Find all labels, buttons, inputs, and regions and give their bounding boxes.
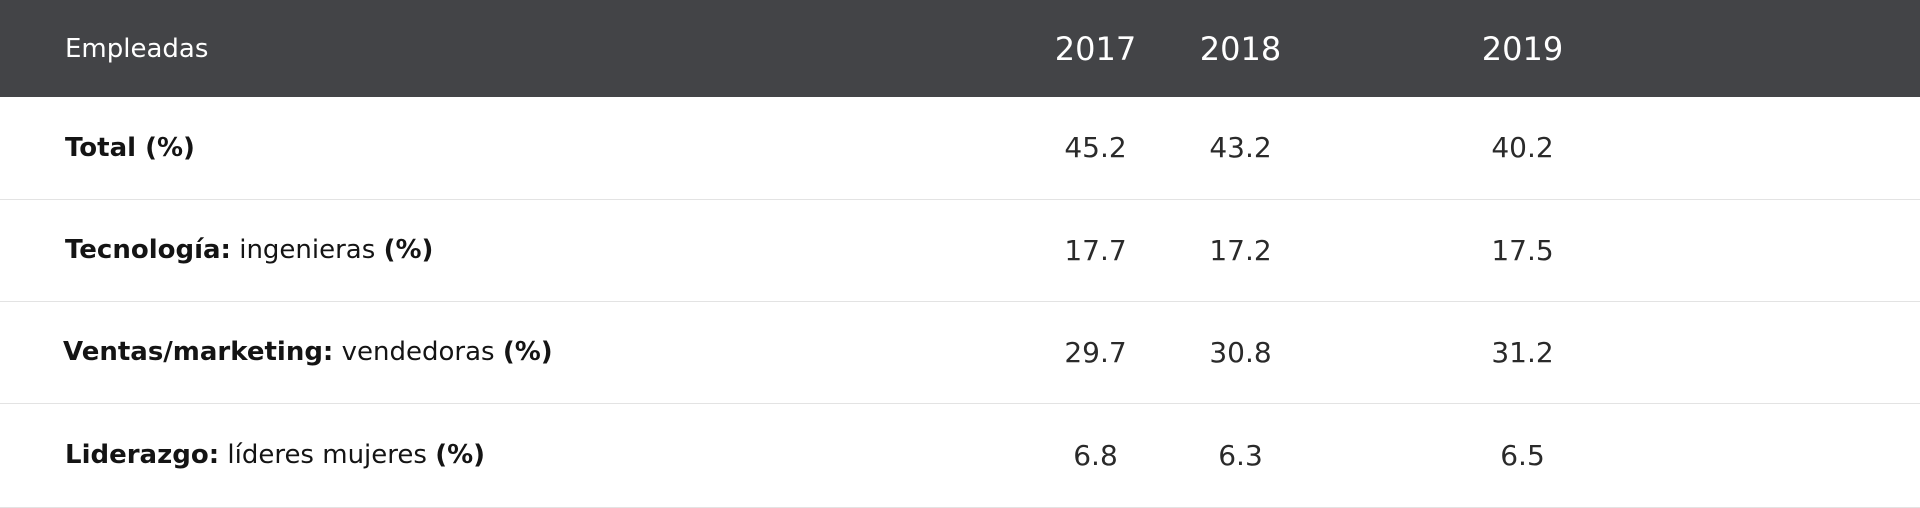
cell-value-2018: 30.8 [1194,301,1476,403]
cell-value-text: 29.7 [1064,335,1127,369]
header-year-2017: 2017 [764,0,1194,97]
cell-value-2017: 45.2 [764,97,1194,199]
cell-value-text: 6.5 [1500,438,1545,472]
table-header: Empleadas 2017 2018 2019 [0,0,1920,97]
cell-value-text: 17.5 [1491,233,1554,267]
cell-value-text: 40.2 [1491,131,1554,165]
row-label: Tecnología: ingenieras (%) [0,199,764,301]
row-label: Ventas/marketing: vendedoras (%) [0,301,764,403]
cell-value-2019: 31.2 [1476,301,1920,403]
row-label: Total (%) [0,97,764,199]
cell-value-text: 45.2 [1064,131,1127,165]
table-row-sales-marketing: Ventas/marketing: vendedoras (%) 29.7 30… [0,301,1920,403]
row-label-normal: ingenieras [230,235,384,265]
header-year-text: 2017 [1054,29,1137,68]
cell-value-2017: 6.8 [764,403,1194,507]
cell-value-text: 6.3 [1218,438,1263,472]
row-label-bold: Ventas/marketing: [63,337,334,367]
row-label-bold: Tecnología: [65,235,231,265]
table-row-leadership: Liderazgo: líderes mujeres (%) 6.8 6.3 6… [0,403,1920,507]
cell-value-2019: 17.5 [1476,199,1920,301]
table-body: Total (%) 45.2 43.2 40.2 Tecnología: ing… [0,97,1920,507]
row-label-normal: vendedoras [333,337,503,367]
cell-value-2017: 17.7 [764,199,1194,301]
header-year-text: 2019 [1481,29,1564,68]
cell-value-2017: 29.7 [764,301,1194,403]
cell-value-text: 17.7 [1064,233,1127,267]
header-year-text: 2018 [1199,29,1282,68]
row-label: Liderazgo: líderes mujeres (%) [0,403,764,507]
row-label-bold: Liderazgo: [65,440,220,470]
header-row: Empleadas 2017 2018 2019 [0,0,1920,97]
cell-value-2019: 6.5 [1476,403,1920,507]
row-label-suffix: (%) [502,337,553,367]
row-label-normal: líderes mujeres [219,440,436,470]
table-row-total: Total (%) 45.2 43.2 40.2 [0,97,1920,199]
cell-value-text: 17.2 [1209,233,1272,267]
row-label-bold: Total (%) [65,132,195,163]
header-label: Empleadas [65,33,209,64]
cell-value-2018: 6.3 [1194,403,1476,507]
cell-value-text: 43.2 [1209,131,1272,165]
cell-value-text: 6.8 [1073,438,1118,472]
cell-value-2018: 17.2 [1194,199,1476,301]
cell-value-text: 30.8 [1209,335,1272,369]
cell-value-2019: 40.2 [1476,97,1920,199]
table-row-technology: Tecnología: ingenieras (%) 17.7 17.2 17.… [0,199,1920,301]
row-label-suffix: (%) [435,440,486,470]
cell-value-2018: 43.2 [1194,97,1476,199]
row-label-suffix: (%) [383,235,434,265]
cell-value-text: 31.2 [1491,335,1554,369]
header-year-2018: 2018 [1194,0,1476,97]
header-year-2019: 2019 [1476,0,1920,97]
